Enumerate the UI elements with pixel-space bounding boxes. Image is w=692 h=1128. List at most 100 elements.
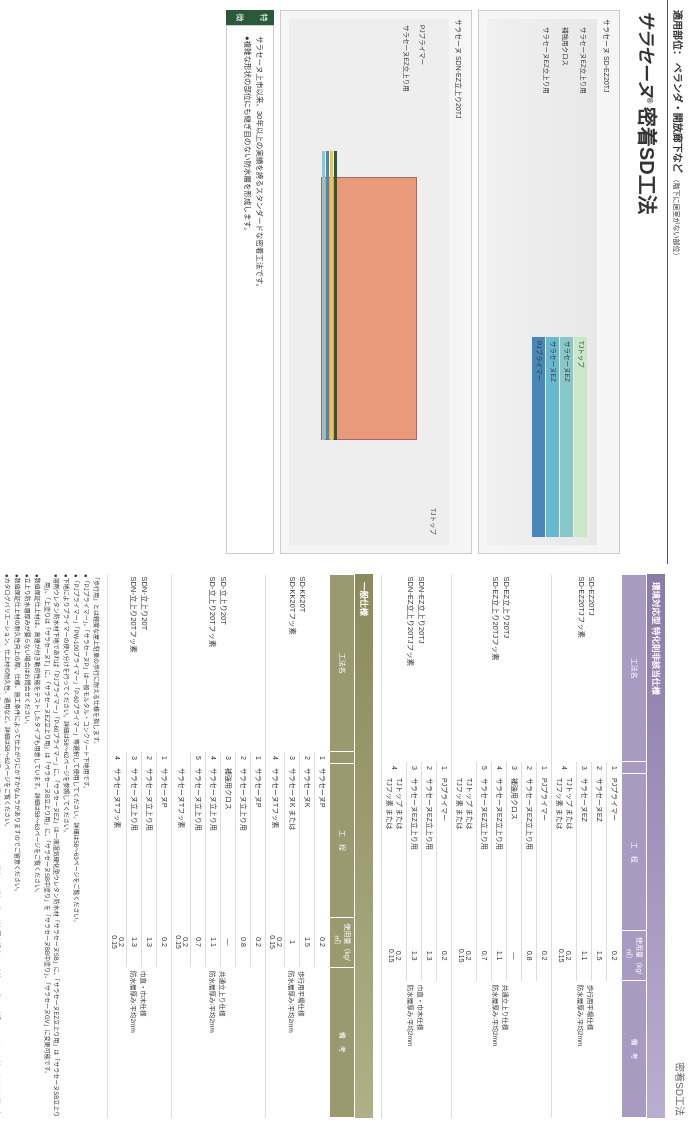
step-num: 5	[191, 752, 206, 764]
step-num: 1	[607, 762, 622, 774]
process-cell: サラセーヌ立上り用	[142, 764, 157, 917]
gen-spec-section: 一般仕様 工法名工 程使用量（kg/㎡）備 考SD-KK20TSD-KK20Tフ…	[107, 574, 373, 1118]
layer-label: サラセーヌEZ立上り用	[577, 27, 587, 94]
diagram2-right-label: TJトップ	[429, 508, 439, 535]
table-row: SDN-立上り20TSDN-立上り20Tフッ素1サラセーヌP0.2巾直・巾木仕様…	[157, 575, 172, 1118]
feature-tag: 特 徴	[226, 10, 274, 25]
footnote-item: ●数値保証仕上材の耐久性向上の際、仕様、施工条件によって仕上がりにかすかなムラが…	[11, 574, 20, 1118]
qty-cell: 0.2	[537, 931, 552, 981]
layer-strip: サラセーヌEZ	[546, 337, 559, 537]
method-name-cell: SD-KK20TSD-KK20Tフッ素	[266, 575, 330, 752]
env-spec-section: 環境対応型 特化則非該当仕様 工法名工 程使用量（kg/㎡）備 考SD-EZ20…	[381, 574, 665, 1118]
layer-strip: TJトップ	[574, 337, 587, 537]
table-row: SD-EZ立上り20TJSD-EZ立上り20TJフッ素1PJプライマー0.2共通…	[537, 575, 552, 1118]
qty-cell: 1.5	[592, 931, 607, 981]
step-num: 3	[285, 752, 300, 764]
qty-cell: 1.1	[206, 917, 221, 967]
step-num: 1	[537, 762, 552, 774]
process-cell: PJプライマー	[537, 774, 552, 931]
diagram1-layers: TJトップサラセーヌEZサラセーヌEZPJプライマー	[531, 337, 587, 537]
table-row: SD-立上り20TSD-立上り20Tフッ素1サラセーヌP0.2共通立上り仕様防水…	[251, 575, 266, 1118]
layer-label: PJプライマー	[413, 25, 429, 92]
edge-strip	[330, 151, 333, 440]
footnote-item: ●溶剤ウレタン防水材下地であれば「PJプライマー」「P-60プライマー」に、「サ…	[41, 574, 59, 1118]
process-cell: 補強用クロス	[507, 774, 522, 931]
step-num: 2	[142, 752, 157, 764]
step-num	[172, 752, 191, 764]
qty-cell: —	[507, 931, 522, 981]
application-header: 適用部位： ベランダ・開放廊下など （階下に居室がない部位）	[667, 0, 692, 564]
method-name-cell: SDN-EZ立上り20TJSDN-EZ立上り20TJフッ素	[382, 575, 452, 762]
process-cell: サラセーヌ立上り用	[206, 764, 221, 917]
qty-cell: 0.2	[437, 931, 452, 981]
edge-strip	[322, 151, 325, 440]
qty-cell: 0.20.15	[552, 931, 577, 981]
qty-cell: 0.8	[236, 917, 251, 967]
note-cell: 巾直・巾木仕様防水層厚み:平均2mm	[108, 967, 172, 1117]
layer-label: サラセーヌEZ立上り用	[540, 27, 550, 94]
layer-diagram-1: サラセーヌ SD-EZ20TJ サラセーヌEZ立上り用補強用クロスサラセーヌEZ…	[478, 10, 620, 554]
step-num: 2	[422, 762, 437, 774]
edge-strip	[334, 151, 337, 440]
qty-cell: 0.2	[315, 917, 330, 967]
step-num: 4	[108, 752, 127, 764]
footnote-item: ●立上り防水層厚みが要らない場合はお問合せください。	[21, 574, 30, 1118]
page-spread: 適用部位： ベランダ・開放廊下など （階下に居室がない部位） サラセーヌ® 密着…	[0, 0, 692, 1128]
process-cell: PJプライマー	[437, 774, 452, 931]
diagram2-left-labels: PJプライマーサラセーヌEZ立上り用	[397, 25, 430, 92]
process-cell: サラセーヌTフッ素	[266, 764, 285, 917]
qty-cell: 0.20.15	[382, 931, 407, 981]
process-cell: TJトップ またはTJフッ素 または	[452, 774, 477, 931]
table-row: SDN-EZ立上り20TJSDN-EZ立上り20TJフッ素1PJプライマー0.2…	[437, 575, 452, 1118]
qty-cell: 1.3	[127, 917, 142, 967]
header-areas: ベランダ・開放廊下など	[671, 63, 682, 173]
note-cell: 歩行用平場仕様防水層厚み:平均2mm	[266, 967, 330, 1117]
step-num	[452, 762, 477, 774]
table-header: 備 考	[330, 967, 355, 1117]
qty-cell: 0.20.15	[452, 931, 477, 981]
table-header: 工 程	[330, 764, 355, 917]
process-cell: サラセーヌ立上り用	[127, 764, 142, 917]
qty-cell: 1.5	[300, 917, 315, 967]
qty-cell: 0.2	[251, 917, 266, 967]
table-header: 工法名	[622, 575, 647, 762]
qty-cell: 0.2	[607, 931, 622, 981]
step-num: 4	[206, 752, 221, 764]
env-spec-table: 工法名工 程使用量（kg/㎡）備 考SD-EZ20TJSD-EZ20TJフッ素1…	[381, 574, 647, 1118]
table-header: 使用量（kg/㎡）	[622, 931, 647, 981]
process-cell: サラセーヌK	[300, 764, 315, 917]
env-spec-title: 環境対応型 特化則非該当仕様	[647, 574, 665, 1118]
qty-cell: 0.8	[522, 931, 537, 981]
note-cell: 共通立上り仕様防水層厚み:平均2mm	[452, 981, 552, 1118]
table-header: 備 考	[622, 981, 647, 1118]
step-num: 3	[507, 762, 522, 774]
process-cell: サラセーヌEZ	[592, 774, 607, 931]
process-cell: サラセーヌEZ	[577, 774, 592, 931]
step-num: 3	[407, 762, 422, 774]
qty-cell: 0.7	[477, 931, 492, 981]
process-cell: サラセーヌTフッ素	[172, 764, 191, 917]
diagram2-body: PJプライマーサラセーヌEZ立上り用 TJトップ	[289, 19, 449, 545]
header-suffix: （階下に居室がない部位）	[672, 176, 679, 260]
qty-cell: —	[221, 917, 236, 967]
layer-strip: PJプライマー	[532, 337, 545, 537]
qty-cell: 0.7	[191, 917, 206, 967]
table-row: SD-EZ20TJSD-EZ20TJフッ素1PJプライマー0.2歩行用平場仕様防…	[607, 575, 622, 1118]
process-cell: サラセーヌEZ立上り用	[522, 774, 537, 931]
footnote-item: ●数値保証仕上材は、高速が付き動的性能をテストしたタイプも用意しています。詳細は…	[31, 574, 40, 1118]
method-name-cell: SD-立上り20TSD-立上り20Tフッ素	[172, 575, 266, 752]
process-cell: サラセーヌEZ立上り用	[422, 774, 437, 931]
process-cell: サラセーヌTフッ素	[108, 764, 127, 917]
table-row: SD-KK20TSD-KK20Tフッ素1サラセーヌP0.2歩行用平場仕様防水層厚…	[315, 575, 330, 1118]
step-num: 2	[592, 762, 607, 774]
footnote-item: 「歩行用」とは軽度な屋上駐車の歩行に耐える仕様を指します。	[90, 574, 99, 1118]
feature-line: サラセーヌ上市以来、30年以上の実績を誇るスタンダードな密着工法です。	[253, 36, 265, 543]
step-num: 4	[382, 762, 407, 774]
layer-label: サラセーヌEZ立上り用	[397, 25, 413, 92]
qty-cell: 1.1	[577, 931, 592, 981]
footnotes: 「歩行用」とは軽度な屋上駐車の歩行に耐える仕様を指します。●「PJプライマー」、…	[0, 574, 99, 1118]
feature-box: 特 徴 サラセーヌ上市以来、30年以上の実績を誇るスタンダードな密着工法です。●…	[226, 10, 274, 554]
step-num: 1	[251, 752, 266, 764]
gen-spec-table: 工法名工 程使用量（kg/㎡）備 考SD-KK20TSD-KK20Tフッ素1サラ…	[107, 574, 355, 1118]
diagram1-title: サラセーヌ SD-EZ20TJ	[601, 19, 611, 545]
